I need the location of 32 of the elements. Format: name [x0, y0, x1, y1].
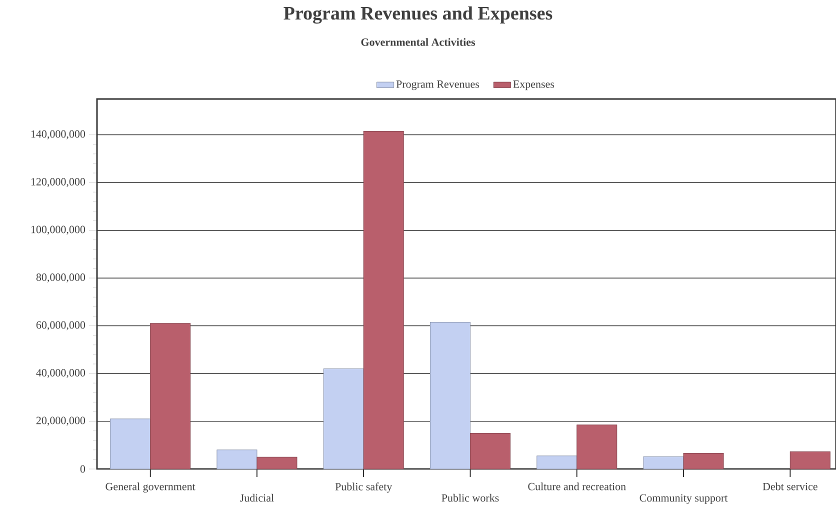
y-tick-label: 120,000,000 — [31, 178, 86, 188]
chart-subtitle: Governmental Activities — [361, 38, 476, 46]
y-tick-label: 140,000,000 — [31, 130, 86, 140]
x-tick-label: Public works — [442, 494, 499, 502]
y-tick-label: 20,000,000 — [36, 416, 86, 426]
x-tick-label: Debt service — [762, 482, 818, 490]
y-tick-label: 0 — [80, 465, 86, 473]
bar — [536, 456, 578, 470]
x-tick-label: Culture and recreation — [528, 482, 626, 490]
x-tick-label: General government — [106, 482, 196, 493]
bar — [323, 368, 364, 470]
bar — [683, 452, 724, 470]
legend-label: Expenses — [513, 80, 554, 90]
bar — [643, 456, 684, 470]
x-tick-label: Community support — [640, 494, 728, 504]
bar — [430, 322, 470, 470]
bar — [150, 323, 191, 470]
bar — [576, 424, 618, 470]
bar — [470, 432, 510, 470]
y-tick-label: 80,000,000 — [36, 274, 86, 283]
y-tick-label: 100,000,000 — [31, 226, 86, 235]
chart-title: Program Revenues and Expenses — [284, 6, 552, 24]
y-tick-label: 60,000,000 — [36, 321, 86, 330]
bar — [256, 456, 298, 470]
legend-label: Program Revenues — [396, 80, 480, 90]
y-tick-label: 40,000,000 — [36, 369, 86, 378]
x-tick-label: Public safety — [335, 482, 392, 493]
bar — [216, 450, 258, 470]
bar — [790, 451, 830, 470]
x-tick-label: Judicial — [240, 494, 274, 502]
bar — [363, 130, 404, 470]
bar — [110, 418, 151, 470]
